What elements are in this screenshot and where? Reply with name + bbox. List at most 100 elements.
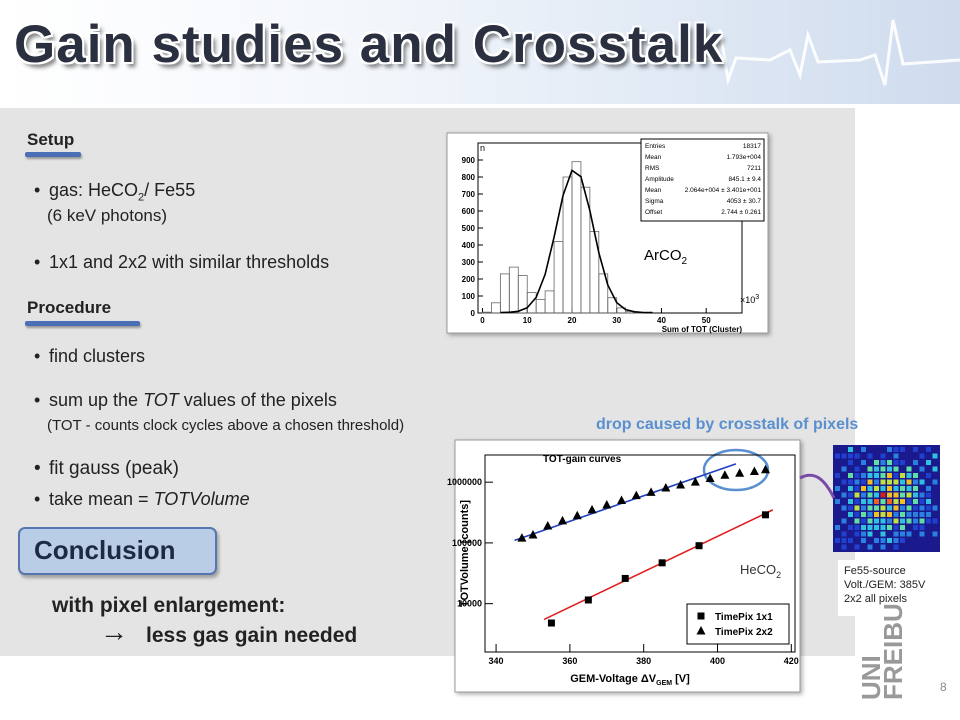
pixel-cell (835, 505, 840, 511)
annotation: ArCO2 (644, 247, 688, 267)
data-point (617, 495, 627, 504)
bullet-note: (6 keV photons) (47, 206, 168, 225)
pixel-cell (874, 512, 879, 517)
pixel-cell (919, 460, 925, 465)
pixel-cell (893, 460, 899, 465)
pixel-cell (835, 499, 840, 504)
conclusion-box: Conclusion (18, 527, 217, 575)
pixel-cell (874, 499, 879, 504)
x-tick-label: 20 (568, 316, 577, 325)
pixel-cell (887, 492, 892, 498)
pixel-cell (919, 453, 925, 459)
pixel-cell (906, 499, 912, 504)
fit-line (514, 463, 737, 542)
pixel-cell (874, 486, 879, 491)
bullet: gas: HeCO2/ Fe55 (34, 180, 195, 204)
pixel-cell (919, 505, 925, 511)
pixel-cell (887, 460, 892, 465)
data-point (528, 529, 538, 539)
pixel-cell (854, 531, 860, 537)
pixel-cell (880, 531, 886, 537)
pixel-cell (854, 538, 860, 543)
stats-key: Sigma (645, 198, 664, 205)
pixel-cell (913, 486, 918, 491)
legend-swatch (697, 612, 705, 620)
data-point (558, 515, 567, 525)
pixel-cell (854, 460, 860, 465)
pixel-cell (854, 479, 860, 485)
pixel-map-cells (835, 447, 938, 550)
bullet: find clusters (34, 346, 145, 367)
y-tick-label: 10000 (457, 599, 482, 609)
wave-line (640, 19, 960, 86)
pixel-cell (893, 479, 899, 485)
legend-label: TimePix 2x2 (715, 627, 773, 638)
pixel-cell (887, 466, 892, 472)
pixel-cell (906, 538, 912, 543)
pixel-cell (906, 505, 912, 511)
plot-frame (484, 454, 796, 653)
pixel-cell (880, 525, 886, 530)
data-point (547, 619, 555, 627)
pixel-cell (906, 492, 912, 498)
pixel-cell (848, 544, 853, 550)
pixel-cell (848, 505, 853, 511)
pixel-cell (887, 505, 892, 511)
bullet: 1x1 and 2x2 with similar thresholds (34, 252, 329, 273)
pixel-cell (906, 473, 912, 478)
stats-key: Amplitude (645, 176, 674, 183)
pixel-cell (880, 505, 886, 511)
subscript: 2 (776, 570, 781, 580)
figure-frame (454, 439, 801, 693)
x-tick-label: 420 (784, 656, 799, 666)
pixel-cell (926, 512, 931, 517)
data-point (517, 533, 527, 542)
x-axis-label: Sum of TOT (Cluster) (662, 325, 743, 334)
stats-value: 845.1 ± 9.4 (729, 176, 762, 183)
subscript: 2 (138, 191, 145, 204)
pixel-cell (900, 447, 905, 452)
pixel-cell (932, 453, 938, 459)
pixel-cell (926, 505, 931, 511)
heading-underline (25, 321, 140, 326)
y-tick-label: 500 (462, 224, 476, 233)
pixel-cell (835, 538, 840, 543)
pixel-cell (913, 518, 918, 524)
data-point (621, 574, 629, 582)
pixel-cell (919, 531, 925, 537)
logo: UNI FREIBU (856, 603, 908, 700)
pixel-cell (926, 538, 931, 543)
pixel-cell (841, 453, 847, 459)
pixel-cell (926, 531, 931, 537)
text-italic: TOT (143, 390, 179, 410)
pixel-cell (867, 512, 873, 517)
text: values of the pixels (178, 390, 337, 410)
pixel-cell (861, 479, 866, 485)
pixel-cell (926, 466, 931, 472)
pixel-cell (861, 544, 866, 550)
data-point (705, 473, 715, 482)
pixel-cell (906, 531, 912, 537)
pixel-cell (848, 525, 853, 530)
y-tick-label: 800 (462, 173, 476, 182)
text: gas: HeCO (49, 180, 139, 200)
pixel-cell (861, 473, 866, 478)
pixel-cell (893, 531, 899, 537)
data-point (602, 500, 612, 509)
pixel-cell (841, 479, 847, 485)
pixel-cell (880, 447, 886, 452)
source-caption: Fe55-source Volt./GEM: 385V 2x2 all pixe… (838, 560, 942, 616)
superscript: 3 (755, 294, 759, 301)
pixel-cell (913, 447, 918, 452)
data-point (735, 468, 745, 477)
x-tick-label: 0 (480, 316, 485, 325)
pixel-cell (835, 492, 840, 498)
pixel-cell (906, 453, 912, 459)
pixel-cell (867, 499, 873, 504)
logo-text: UNI (856, 655, 886, 700)
pixel-cell (867, 447, 873, 452)
pixel-cell (854, 512, 860, 517)
pixel-cell (848, 538, 853, 543)
pixel-cell (880, 512, 886, 517)
